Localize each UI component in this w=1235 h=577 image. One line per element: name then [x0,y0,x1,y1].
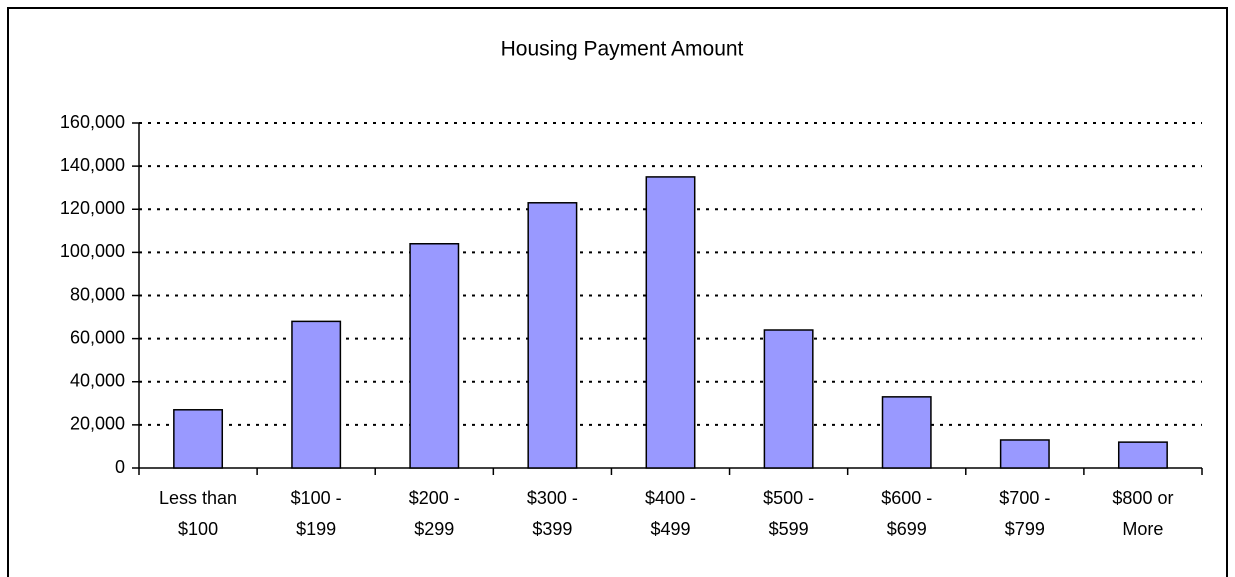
x-tick-label: $100 - [291,488,342,508]
bar [1117,441,1168,469]
y-tick-label: 20,000 [70,414,125,434]
chart-title: Housing Payment Amount [501,38,744,61]
y-tick-label: 100,000 [60,241,125,261]
bar [999,439,1050,469]
y-tick-label: 60,000 [70,327,125,347]
y-tick-label: 160,000 [60,112,125,132]
bar [409,243,460,469]
x-tick-label: $599 [769,519,809,539]
bar [763,329,814,469]
bar [291,320,342,469]
x-tick-label: $300 - [527,488,578,508]
bar [645,176,696,469]
x-tick-label: $299 [414,519,454,539]
y-tick-label: 0 [115,457,125,477]
x-tick-label: $400 - [645,488,696,508]
x-tick-label: $200 - [409,488,460,508]
bar [881,396,932,469]
x-tick-label: $799 [1005,519,1045,539]
x-tick-label: $500 - [763,488,814,508]
y-tick-label: 80,000 [70,284,125,304]
y-tick-label: 40,000 [70,371,125,391]
x-tick-label: $700 - [999,488,1050,508]
chart-frame [7,7,1228,577]
x-tick-label: $199 [296,519,336,539]
x-tick-label: $800 or [1112,488,1173,508]
y-tick-label: 120,000 [60,198,125,218]
x-tick-label: $600 - [881,488,932,508]
x-tick-label: More [1122,519,1163,539]
x-tick-label: $499 [650,519,690,539]
bar [173,409,224,469]
y-tick-label: 140,000 [60,155,125,175]
x-tick-label: Less than [159,488,237,508]
x-tick-label: $699 [887,519,927,539]
x-tick-label: $399 [532,519,572,539]
x-tick-label: $100 [178,519,218,539]
bar [527,202,578,469]
